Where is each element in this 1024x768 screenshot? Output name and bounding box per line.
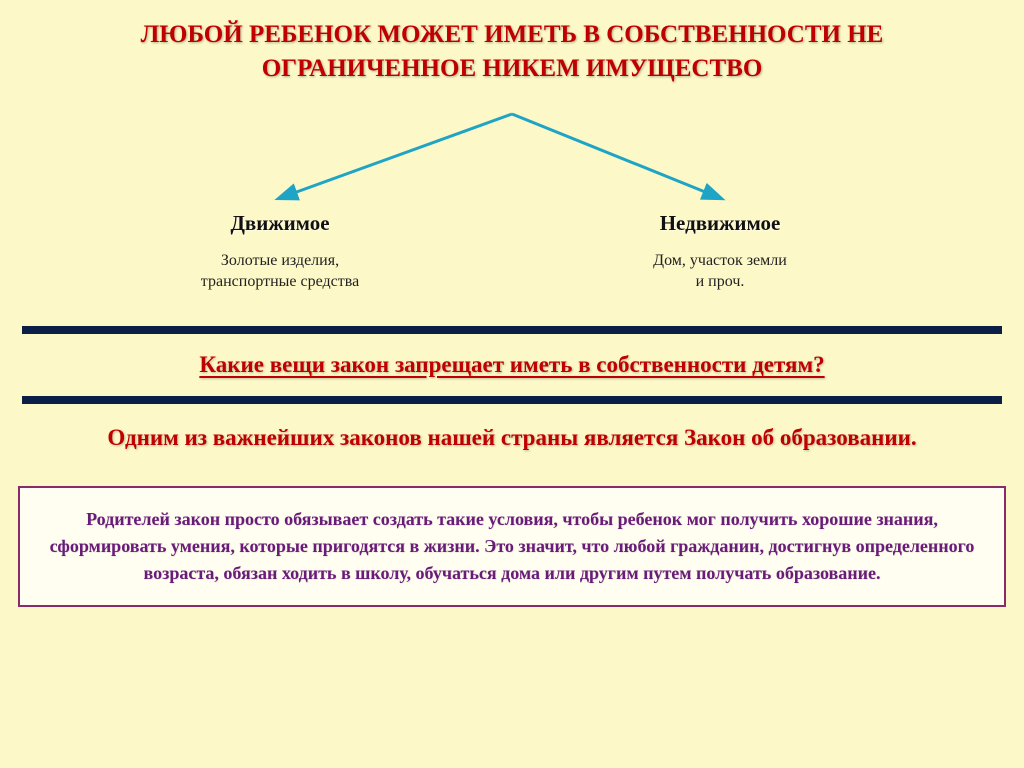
page-title: Любой ребенок может иметь в собственност… <box>0 0 1024 86</box>
branch-left-desc: Золотые изделия,транспортные средства <box>120 250 440 293</box>
arrow-right <box>512 114 720 198</box>
subheading: Одним из важнейших законов нашей страны … <box>0 404 1024 464</box>
info-box-text: Родителей закон просто обязывает создать… <box>46 506 978 587</box>
divider-bottom <box>22 396 1002 404</box>
branch-left-title: Движимое <box>120 211 440 236</box>
divider-top <box>22 326 1002 334</box>
diagram-arrows <box>0 96 1024 226</box>
branch-left: Движимое Золотые изделия,транспортные ср… <box>120 211 440 293</box>
info-box: Родителей закон просто обязывает создать… <box>18 486 1006 607</box>
branch-right-desc: Дом, участок землии проч. <box>560 250 880 293</box>
branch-diagram: Движимое Золотые изделия,транспортные ср… <box>0 96 1024 326</box>
question-line: Какие вещи закон запрещает иметь в собст… <box>0 334 1024 396</box>
branch-right: Недвижимое Дом, участок землии проч. <box>560 211 880 293</box>
arrow-left <box>280 114 512 198</box>
branch-right-title: Недвижимое <box>560 211 880 236</box>
